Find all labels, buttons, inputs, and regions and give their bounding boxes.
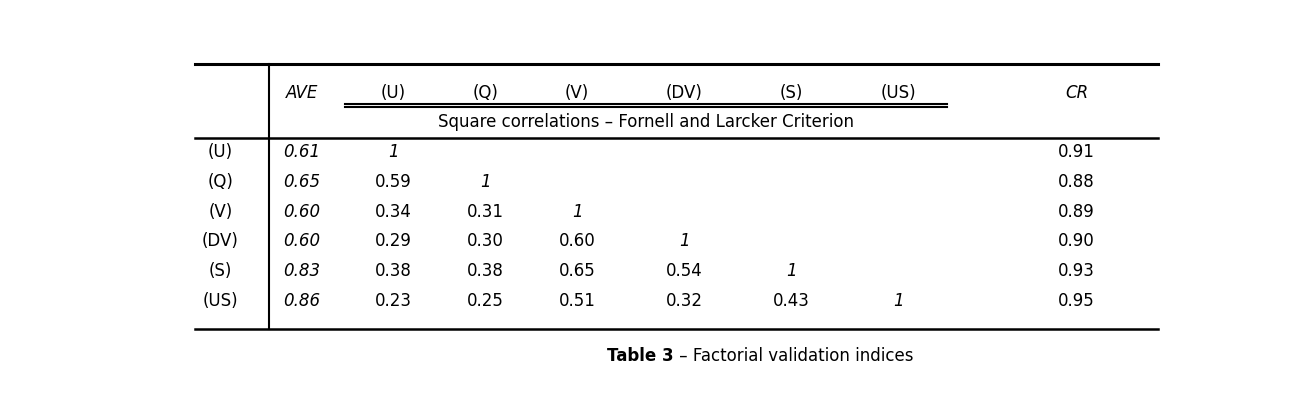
Text: 0.43: 0.43: [773, 292, 810, 309]
Text: 0.34: 0.34: [375, 203, 412, 221]
Text: 1: 1: [572, 203, 583, 221]
Text: Table 3: Table 3: [608, 347, 673, 365]
Text: 1: 1: [388, 143, 398, 161]
Text: 0.86: 0.86: [284, 292, 321, 309]
Text: 0.32: 0.32: [665, 292, 702, 309]
Text: 0.51: 0.51: [559, 292, 596, 309]
Text: 0.83: 0.83: [284, 262, 321, 280]
Text: CR: CR: [1065, 84, 1088, 102]
Text: (U): (U): [381, 84, 406, 102]
Text: 0.31: 0.31: [467, 203, 504, 221]
Text: 0.60: 0.60: [559, 232, 596, 250]
Text: (DV): (DV): [203, 232, 239, 250]
Text: 0.59: 0.59: [375, 173, 412, 191]
Text: 0.29: 0.29: [375, 232, 412, 250]
Text: Square correlations – Fornell and Larcker Criterion: Square correlations – Fornell and Larcke…: [438, 113, 853, 132]
Text: 0.88: 0.88: [1059, 173, 1095, 191]
Text: 0.91: 0.91: [1059, 143, 1095, 161]
Text: (S): (S): [780, 84, 803, 102]
Text: 0.30: 0.30: [467, 232, 504, 250]
Text: 1: 1: [480, 173, 490, 191]
Text: 0.54: 0.54: [665, 262, 702, 280]
Text: 0.23: 0.23: [375, 292, 412, 309]
Text: 0.95: 0.95: [1059, 292, 1095, 309]
Text: (V): (V): [565, 84, 589, 102]
Text: (U): (U): [208, 143, 233, 161]
Text: (S): (S): [209, 262, 233, 280]
Text: 1: 1: [893, 292, 903, 309]
Text: (US): (US): [203, 292, 238, 309]
Text: 0.65: 0.65: [284, 173, 321, 191]
Text: (US): (US): [880, 84, 917, 102]
Text: 0.25: 0.25: [467, 292, 504, 309]
Text: 0.38: 0.38: [467, 262, 504, 280]
Text: (Q): (Q): [208, 173, 233, 191]
Text: (DV): (DV): [665, 84, 702, 102]
Text: 0.89: 0.89: [1059, 203, 1095, 221]
Text: 0.65: 0.65: [559, 262, 596, 280]
Text: (V): (V): [208, 203, 233, 221]
Text: 0.93: 0.93: [1059, 262, 1095, 280]
Text: – Factorial validation indices: – Factorial validation indices: [673, 347, 914, 365]
Text: 0.61: 0.61: [284, 143, 321, 161]
Text: AVE: AVE: [285, 84, 318, 102]
Text: 1: 1: [786, 262, 797, 280]
Text: 0.60: 0.60: [284, 203, 321, 221]
Text: (Q): (Q): [472, 84, 498, 102]
Text: 0.60: 0.60: [284, 232, 321, 250]
Text: 0.38: 0.38: [375, 262, 412, 280]
Text: 0.90: 0.90: [1059, 232, 1095, 250]
Text: 1: 1: [679, 232, 689, 250]
